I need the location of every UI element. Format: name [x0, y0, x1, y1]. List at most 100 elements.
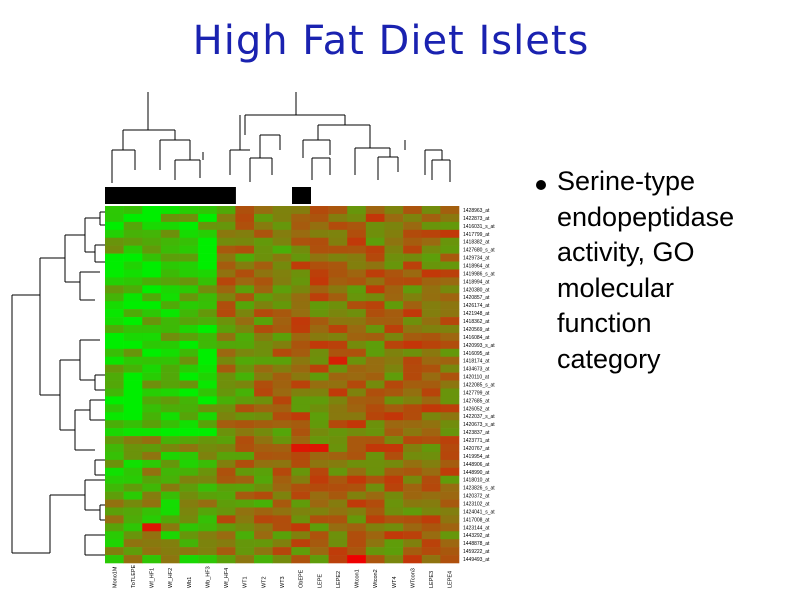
- heatmap-cell: [309, 229, 329, 239]
- heatmap-cell: [254, 444, 273, 453]
- heatmap-cell: [142, 372, 162, 381]
- heatmap-cell: [403, 531, 423, 540]
- heatmap-cell: [179, 420, 199, 429]
- heatmap-cell: [216, 213, 236, 223]
- heatmap-cell: [272, 483, 292, 492]
- heatmap-cell: [328, 428, 348, 437]
- heatmap-cell: [309, 547, 329, 556]
- heatmap-cell: [328, 483, 348, 492]
- heatmap-cell: [403, 213, 423, 223]
- heatmap-cell: [179, 237, 199, 246]
- row-label: 1418174_at: [463, 359, 490, 365]
- heatmap-cell: [235, 475, 255, 484]
- heatmap-cell: [160, 356, 180, 365]
- heatmap-cell: [105, 475, 124, 484]
- heatmap-cell: [291, 213, 311, 223]
- heatmap-cell: [123, 428, 143, 437]
- heatmap-cell: [291, 436, 311, 445]
- heatmap-cell: [291, 269, 311, 278]
- heatmap-cell: [142, 348, 162, 358]
- heatmap-cell: [421, 317, 441, 326]
- heatmap-cell: [198, 499, 218, 508]
- heatmap-cell: [105, 515, 124, 524]
- heatmap-cell: [160, 213, 180, 223]
- heatmap-cell: [440, 396, 460, 405]
- heatmap-cell: [291, 317, 311, 326]
- heatmap-cell: [198, 412, 218, 421]
- heatmap-cell: [291, 396, 311, 405]
- heatmap-cell: [440, 491, 460, 500]
- heatmap-cell: [235, 309, 255, 318]
- heatmap-cell: [272, 444, 292, 453]
- heatmap-cell: [403, 325, 423, 334]
- heatmap-cell: [328, 555, 348, 564]
- heatmap-cell: [160, 269, 180, 278]
- heatmap-cell: [272, 332, 292, 342]
- heatmap-cell: [179, 539, 199, 548]
- heatmap-cell: [216, 388, 236, 397]
- heatmap-cell: [384, 277, 404, 286]
- heatmap-cell: [105, 555, 124, 564]
- heatmap-cell: [179, 467, 199, 477]
- heatmap-cell: [179, 261, 199, 270]
- heatmap-cell: [179, 515, 199, 524]
- heatmap-cell: [291, 412, 311, 421]
- heatmap-cell: [179, 404, 199, 413]
- column-label: Wtcon1: [355, 569, 361, 588]
- heatmap-cell: [179, 491, 199, 500]
- heatmap-cell: [365, 459, 385, 469]
- heatmap-cell: [123, 293, 143, 302]
- heatmap-cell: [123, 491, 143, 500]
- heatmap-cell: [272, 388, 292, 397]
- heatmap-cell: [123, 261, 143, 270]
- heatmap-cell: [216, 206, 236, 215]
- heatmap-cell: [328, 396, 348, 405]
- heatmap-cell: [347, 229, 367, 239]
- heatmap-cell: [328, 380, 348, 389]
- heatmap-cell: [160, 372, 180, 381]
- heatmap-cell: [198, 213, 218, 223]
- heatmap-cell: [216, 221, 236, 231]
- heatmap-cell: [123, 412, 143, 421]
- heatmap-cell: [160, 245, 180, 254]
- heatmap-cell: [384, 539, 404, 548]
- heatmap-cell: [160, 444, 180, 453]
- heatmap-cell: [142, 213, 162, 223]
- heatmap-cell: [216, 507, 236, 516]
- heatmap-cell: [421, 396, 441, 405]
- column-label: WTcon3: [410, 568, 416, 588]
- column-label: Wb1: [187, 577, 193, 588]
- heatmap-cell: [198, 483, 218, 492]
- heatmap-cell: [328, 507, 348, 516]
- heatmap-cell: [328, 340, 348, 350]
- heatmap-cell: [421, 372, 441, 381]
- heatmap-cell: [328, 221, 348, 231]
- heatmap-cell: [105, 436, 124, 445]
- heatmap-cell: [105, 332, 124, 342]
- heatmap-cell: [123, 237, 143, 246]
- heatmap-cell: [105, 412, 124, 421]
- heatmap-cell: [179, 325, 199, 334]
- heatmap-cell: [347, 491, 367, 500]
- heatmap-cell: [179, 483, 199, 492]
- heatmap-cell: [142, 277, 162, 286]
- row-dendrogram: [11, 211, 105, 556]
- heatmap-cell: [235, 253, 255, 262]
- heatmap-cell: [198, 388, 218, 397]
- heatmap-cell: [365, 499, 385, 508]
- heatmap-cell: [216, 539, 236, 548]
- heatmap-cell: [179, 293, 199, 302]
- heatmap-cell: [347, 467, 367, 477]
- heatmap-cell: [235, 388, 255, 397]
- heatmap-cell: [440, 499, 460, 508]
- heatmap-cell: [272, 420, 292, 429]
- row-label: 1426174_at: [463, 303, 490, 309]
- heatmap-cell: [216, 269, 236, 278]
- heatmap-cell: [179, 206, 199, 215]
- column-label: LEPE3: [429, 571, 435, 588]
- heatmap-cell: [142, 301, 162, 310]
- heatmap-cell: [160, 206, 180, 215]
- heatmap-cell: [440, 348, 460, 358]
- row-label: 1418964_at: [463, 263, 490, 269]
